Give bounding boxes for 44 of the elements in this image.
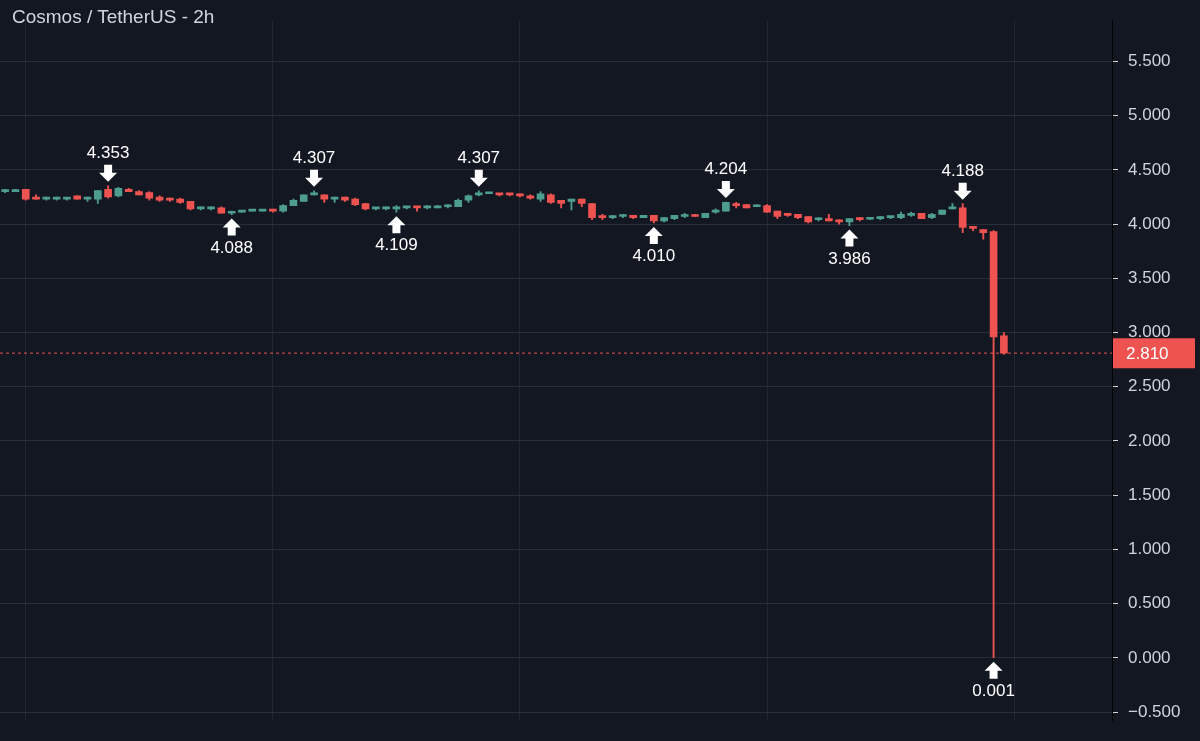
- candlestick: [866, 216, 874, 221]
- annotation: 4.109: [375, 235, 418, 255]
- annotation: 4.088: [210, 237, 253, 257]
- candlestick: [402, 205, 411, 210]
- chart-title: Cosmos / TetherUS - 2h: [12, 5, 215, 27]
- y-tick-label: 3.000: [1128, 322, 1171, 342]
- candlestick: [444, 204, 452, 209]
- annotation: 4.353: [86, 142, 130, 162]
- annotation: 3.986: [828, 248, 871, 268]
- annotation: 4.204: [704, 159, 748, 179]
- y-tick-label: 2.500: [1128, 376, 1171, 396]
- candlestick: [423, 205, 432, 210]
- candlestick: [907, 211, 916, 217]
- ref-line-label: 2.810: [1126, 343, 1169, 363]
- candlestick: [701, 212, 710, 218]
- candlestick: [485, 191, 493, 195]
- annotation: 4.010: [632, 246, 676, 266]
- candlestick: [299, 194, 308, 202]
- candlestick: [1, 189, 9, 193]
- y-tick-label: −0.500: [1128, 701, 1181, 721]
- annotation: 0.001: [972, 680, 1015, 700]
- y-tick-label: 4.000: [1128, 213, 1171, 233]
- y-tick-label: 3.500: [1128, 268, 1171, 287]
- y-tick-label: 5.500: [1128, 51, 1171, 71]
- candlestick: [691, 214, 699, 217]
- candlestick: [619, 214, 627, 218]
- y-tick-label: 1.500: [1128, 484, 1171, 504]
- candlestick: [752, 204, 761, 208]
- candlestick: [938, 209, 946, 215]
- candlestick: [969, 225, 977, 231]
- y-tick-label: 0.500: [1128, 593, 1171, 613]
- candlestick: [680, 212, 689, 218]
- y-tick-label: 2.000: [1128, 430, 1171, 450]
- y-tick-label: 1.000: [1128, 539, 1171, 559]
- y-tick-label: 5.000: [1128, 105, 1171, 125]
- y-tick-label: 0.000: [1128, 647, 1171, 667]
- annotation: 4.307: [457, 147, 501, 167]
- annotation: 4.307: [292, 147, 336, 167]
- candlestick: [413, 205, 421, 212]
- annotation: 4.188: [941, 160, 984, 180]
- y-tick-label: 4.500: [1128, 159, 1171, 179]
- candlestick: [433, 205, 442, 209]
- candlestick: [310, 190, 318, 196]
- candlestick: [474, 190, 483, 197]
